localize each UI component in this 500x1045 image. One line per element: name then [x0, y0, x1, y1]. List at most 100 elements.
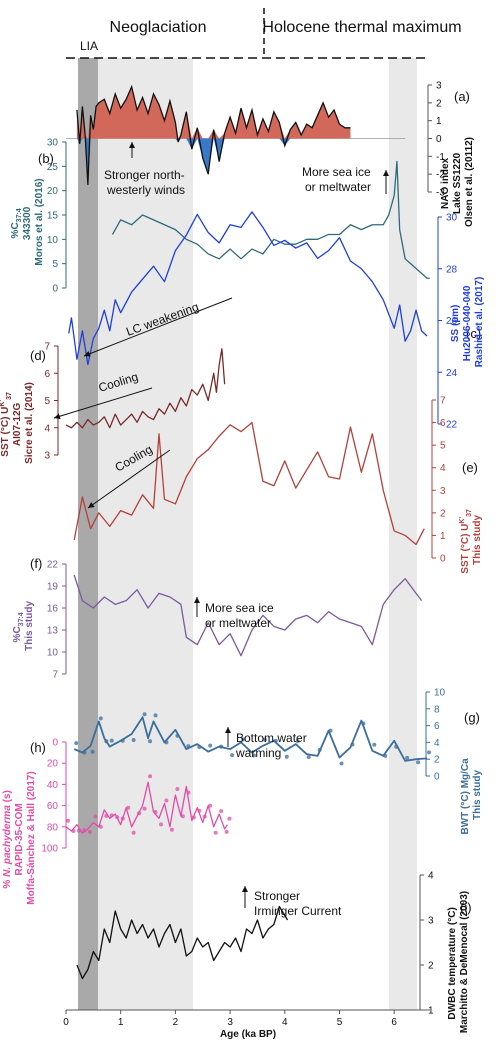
ylabel-i: DWBC temperature (°C) Marchitto & DeMeno… — [447, 891, 470, 1033]
y-tick-label-g: 10 — [434, 688, 446, 699]
annotation-sea-ice-f: More sea ice or meltwater — [205, 601, 277, 630]
ylabel-a: NAO index Lake SS1220 Olsen et al. (2011… — [440, 137, 475, 227]
x-axis-label: Age (ka BP) — [220, 1029, 276, 1040]
ylabel-d-line1: SST (°C) UK'37 — [0, 392, 13, 457]
panel-letter-d: (d) — [30, 348, 46, 363]
ylabel-f-pc: %C — [12, 626, 23, 642]
annotation-northwesterly-line1: Stronger north- — [104, 168, 185, 182]
panel-d: 7 6 5 4 3 — [44, 342, 226, 462]
data-point-h — [148, 774, 153, 779]
y-tick-label-c: 22 — [446, 420, 458, 431]
data-point-g — [241, 737, 246, 742]
ylabel-e-main: SST (°C) U — [460, 524, 471, 574]
data-point-h — [227, 816, 232, 821]
data-point-g — [230, 753, 235, 758]
ylabel-d-line2: AI07-12G — [12, 402, 23, 446]
ylabel-d-line3: Sicre et al. (2014) — [24, 382, 35, 464]
ylabel-b-sub: 37:4 — [16, 208, 23, 222]
y-tick-label-b: 5 — [52, 259, 58, 270]
ylabel-e-line2: This study — [472, 515, 483, 565]
y-tick-label-h: 100 — [41, 844, 58, 855]
ylabel-e-sup: K' — [459, 517, 466, 524]
data-point-g — [339, 761, 344, 766]
ylabel-f: %C37:4 This study — [12, 601, 35, 651]
data-point-h — [219, 809, 224, 814]
y-tick-label-b: 20 — [47, 186, 59, 197]
panel-letter-g: (g) — [464, 710, 480, 725]
ylabel-b-pc: %C — [10, 222, 21, 238]
y-tick-label-g: 8 — [434, 704, 440, 715]
annotation-sea-ice-b-line2: or meltwater — [305, 180, 371, 194]
y-tick-label-e: 1 — [440, 531, 446, 542]
y-tick-label-e: 3 — [440, 486, 446, 497]
panel-f: 22 19 16 13 10 7 — [47, 560, 423, 681]
data-point-g — [262, 737, 267, 742]
y-tick-label-a: 2 — [436, 98, 442, 109]
data-point-h — [169, 827, 174, 832]
data-point-g — [74, 741, 79, 746]
data-point-h — [208, 803, 213, 808]
data-point-g — [416, 760, 421, 765]
ylabel-g-line2: This study — [472, 770, 483, 820]
data-point-g — [284, 754, 289, 759]
data-point-h — [224, 829, 229, 834]
ylabel-h: % N. pachyderma (s) RAPID-35-COM Moffa-S… — [2, 771, 37, 904]
y-tick-label-i: 3 — [428, 916, 434, 927]
x-tick-label: 6 — [391, 1017, 397, 1028]
data-point-h — [158, 822, 163, 827]
series-line-d — [65, 348, 226, 429]
data-point-g — [131, 738, 136, 742]
ylabel-h-pc: % — [2, 877, 13, 889]
y-tick-label-h: 40 — [47, 780, 59, 791]
data-point-g — [98, 716, 103, 721]
panel-letter-i: (i) — [460, 900, 472, 915]
y-tick-label-i: 1 — [428, 1006, 434, 1017]
x-ticks: 0 1 2 3 4 5 6 — [63, 1010, 397, 1028]
annotation-northwesterly-line2: westerly winds — [106, 183, 185, 197]
ylabel-d: SST (°C) UK'37 AI07-12G Sicre et al. (20… — [0, 382, 35, 464]
y-tick-label-f: 13 — [47, 626, 59, 637]
panel-letter-f: (f) — [30, 556, 42, 571]
panel-h: 0 20 40 60 80 100 — [41, 738, 232, 855]
data-point-g — [372, 742, 377, 747]
data-point-g — [405, 755, 410, 760]
y-tick-label-f: 22 — [47, 560, 59, 571]
arrow-cooling-d — [53, 387, 153, 420]
y-tick-label-c: 30 — [446, 213, 458, 224]
y-tick-label-a: -3 — [436, 188, 445, 199]
data-point-h — [142, 806, 147, 811]
series-line-b — [111, 160, 430, 279]
y-tick-label-b: 25 — [47, 162, 59, 173]
arrow-cooling-e — [87, 449, 171, 509]
annotation-irminger-line2: Irminger Current — [254, 904, 342, 918]
y-tick-label-c: 28 — [446, 264, 458, 275]
ylabel-g: BWT (°C) Mg/Ca This study — [460, 756, 483, 835]
ylabel-f-sub: 37:4 — [18, 612, 25, 626]
data-point-h — [180, 814, 185, 819]
panel-i: 4 3 2 1 — [76, 871, 434, 1017]
ylabel-e: SST (°C) UK'37 This study — [459, 506, 483, 573]
y-tick-label-a: 1 — [436, 116, 442, 127]
ylabel-h-species: N. pachyderma — [2, 805, 13, 877]
y-tick-label-b: 15 — [47, 211, 59, 222]
data-point-h — [213, 830, 218, 835]
panel-letter-e: (e) — [462, 460, 478, 475]
ylabel-h-line3: Moffa-Sánchez & Hall (2017) — [26, 771, 37, 904]
y-tick-label-c: 26 — [446, 316, 458, 327]
y-tick-label-a: 3 — [436, 81, 442, 92]
ylabel-b-line1: %C37:4 — [10, 208, 23, 238]
y-tick-label-e: 7 — [440, 396, 446, 407]
y-tick-label-a: -2 — [436, 170, 445, 181]
y-tick-label-e: 2 — [440, 508, 446, 519]
annotation-northwesterly: Stronger north- westerly winds — [104, 168, 188, 197]
x-tick-label: 3 — [227, 1017, 233, 1028]
y-tick-label-d: 7 — [44, 342, 50, 353]
ylabel-d-sub: 37 — [6, 392, 13, 400]
panel-b: 30 25 20 15 10 5 0 — [47, 138, 430, 295]
ylabel-h-line2: RAPID-35-COM — [14, 803, 25, 875]
y-tick-label-e: 4 — [440, 463, 446, 474]
data-point-g — [208, 743, 213, 748]
series-line-h — [65, 781, 228, 834]
data-point-g — [90, 749, 95, 754]
ylabel-d-main: SST (°C) U — [0, 407, 11, 457]
